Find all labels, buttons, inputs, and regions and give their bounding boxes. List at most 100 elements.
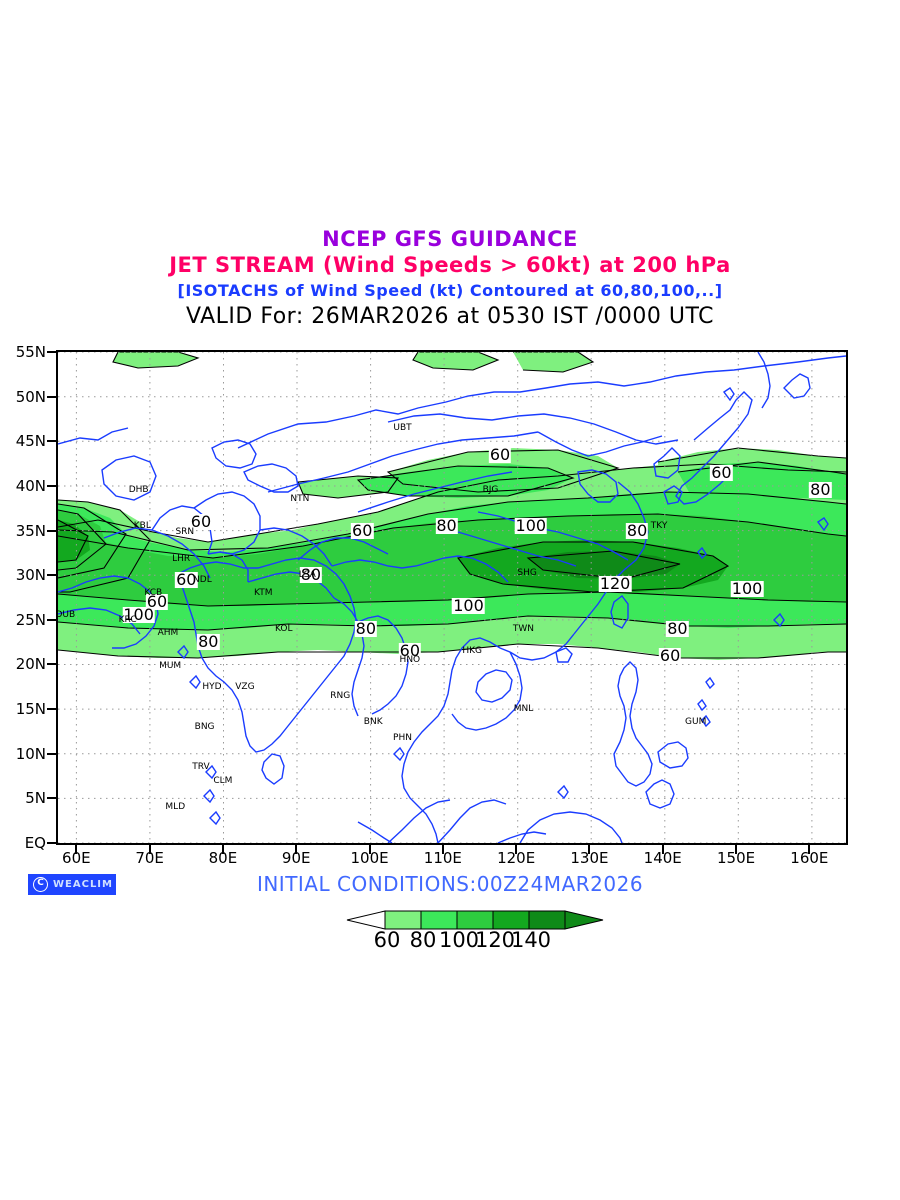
contour-label: 80 (666, 618, 689, 638)
x-tick-mark (368, 845, 371, 854)
isotach-map-svg (58, 352, 846, 843)
city-label: LSA (298, 570, 316, 581)
x-tick-mark (441, 845, 444, 854)
map-canvas: 60 60 60 60 60 60 60 60 80 80 80 80 80 80 80 100 100 100 1… (58, 352, 846, 843)
city-label: HYD (202, 681, 222, 692)
colorbar-arrow-high (564, 910, 604, 930)
x-tick-mark (295, 845, 298, 854)
isotach-note: [ISOTACHS of Wind Speed (kt) Contoured a… (177, 281, 723, 300)
y-tick-label: 5N (25, 789, 46, 808)
city-label: GUM (685, 717, 707, 728)
city-label: NDL (193, 574, 212, 585)
contour-label: 60 (175, 569, 198, 589)
y-tick-mark (47, 663, 56, 666)
y-tick-mark (47, 574, 56, 577)
x-tick-mark (221, 845, 224, 854)
x-tick-label: 150E (716, 849, 756, 867)
contour-label: 60 (189, 511, 213, 531)
colorbar-tick-label: 60 (373, 928, 401, 952)
initial-conditions-label: INITIAL CONDITIONS:00Z24MAR2026 (256, 872, 644, 896)
city-label: HKG (462, 646, 482, 657)
city-label: UBT (393, 422, 412, 433)
city-label: RNG (330, 690, 351, 701)
contour-label: 60 (710, 462, 733, 482)
x-tick-mark (661, 845, 664, 854)
y-tick-label: 40N (15, 476, 46, 495)
isotach-shading (58, 352, 846, 660)
x-tick-mark (515, 845, 518, 854)
y-tick-mark (47, 395, 56, 398)
x-tick-label: 160E (790, 849, 829, 867)
colorbar-tick-label: 120 (474, 928, 516, 952)
city-label: HNO (399, 654, 421, 665)
x-tick-label: 120E (497, 849, 536, 867)
y-tick-label: 55N (15, 343, 46, 361)
city-label: TRV (192, 762, 210, 773)
y-tick-mark (47, 529, 56, 532)
y-tick-label: 35N (15, 521, 46, 540)
colorbar-segment (456, 910, 494, 930)
city-label: LHR (172, 554, 191, 565)
y-tick-mark (47, 351, 56, 353)
contour-label: 100 (122, 605, 155, 625)
contour-label: 80 (435, 516, 458, 536)
y-tick-mark (47, 484, 56, 487)
contour-label: 100 (730, 578, 764, 598)
city-label: TKY (650, 521, 668, 532)
contour-label: 100 (452, 596, 485, 616)
x-tick-mark (735, 845, 738, 854)
y-tick-mark (47, 708, 56, 711)
x-tick-mark (148, 845, 151, 854)
y-tick-label: 15N (15, 700, 46, 719)
city-label: BJG (482, 485, 499, 496)
y-tick-label: 50N (15, 387, 46, 406)
colorbar-segment (528, 910, 566, 930)
y-tick-label: 30N (15, 566, 46, 585)
city-label: DHB (128, 485, 149, 496)
contour-label: 80 (809, 480, 832, 500)
contour-label: 80 (299, 565, 323, 585)
coastlines-layer (58, 352, 846, 843)
colorbar-segment (492, 910, 530, 930)
contour-label: 60 (398, 641, 422, 661)
city-label: KTM (254, 588, 273, 599)
y-tick-mark (47, 842, 56, 844)
city-label: BNG (194, 721, 215, 732)
x-tick-label: 110E (423, 849, 462, 867)
map-gridlines (58, 352, 846, 843)
city-label: BNK (363, 717, 383, 728)
contour-label: 60 (658, 645, 682, 665)
y-tick-mark (47, 797, 56, 800)
weaclim-logo: C WEACLIM (28, 874, 116, 895)
map-plot-area: 60 60 60 60 60 60 60 60 80 80 80 80 80 80 80 100 100 100 1… (56, 350, 848, 845)
x-tick-mark (808, 845, 811, 854)
y-tick-mark (47, 752, 56, 755)
y-tick-label: 10N (15, 744, 46, 763)
colorbar-tick-label: 100 (438, 928, 480, 952)
x-tick-label: 90E (281, 849, 311, 867)
city-label: MUM (159, 661, 182, 672)
y-tick-label: 25N (15, 610, 46, 629)
x-tick-label: 80E (208, 849, 238, 867)
city-label: KBL (133, 521, 151, 532)
contour-label: 80 (197, 632, 220, 652)
logo-label: WEACLIM (53, 879, 113, 890)
y-tick-label: EQ (24, 834, 46, 852)
contour-label: 60 (351, 520, 374, 540)
x-tick-label: 70E (135, 849, 164, 867)
x-tick-label: 140E (643, 849, 682, 867)
chart-subtitle: JET STREAM (Wind Speeds > 60kt) at 200 h… (169, 253, 731, 277)
copyright-icon: C (33, 877, 48, 892)
colorbar-segment (384, 910, 422, 930)
city-label: TWN (512, 623, 535, 634)
city-label: KCB (144, 588, 163, 599)
colorbar-tick-label: 80 (409, 928, 437, 952)
valid-time: VALID For: 26MAR2026 at 0530 IST /0000 U… (185, 304, 715, 329)
city-label: MLD (165, 802, 186, 813)
contour-label: 120 (598, 574, 632, 594)
y-tick-label: 20N (15, 655, 46, 674)
colorbar-segment (420, 910, 458, 930)
y-tick-mark (47, 440, 56, 443)
x-tick-mark (75, 845, 78, 854)
